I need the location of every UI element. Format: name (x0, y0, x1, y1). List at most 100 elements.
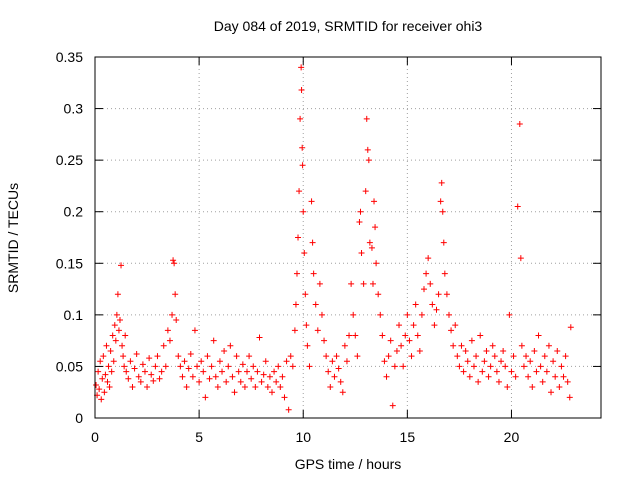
data-point (301, 249, 308, 256)
data-point (119, 342, 126, 349)
data-point (175, 353, 182, 360)
data-point (473, 353, 480, 360)
y-tick-label: 0.25 (56, 152, 83, 168)
data-point (506, 311, 513, 318)
data-point (309, 239, 316, 246)
data-point (187, 351, 194, 358)
data-point (431, 322, 438, 329)
data-point (239, 361, 246, 368)
x-axis-label: GPS time / hours (295, 456, 402, 472)
data-point (277, 384, 284, 391)
data-point (150, 377, 157, 384)
data-point (483, 347, 490, 354)
data-point (416, 347, 423, 354)
data-point (248, 375, 255, 382)
data-point (335, 365, 342, 372)
data-point (339, 389, 346, 396)
data-point (289, 363, 296, 370)
data-point (260, 371, 267, 378)
data-point (225, 363, 232, 370)
data-point (408, 353, 415, 360)
data-point (198, 358, 205, 365)
data-point (495, 378, 502, 385)
data-point (303, 322, 310, 329)
data-point (144, 384, 151, 391)
data-point (523, 353, 530, 360)
data-point (504, 384, 511, 391)
data-point (244, 368, 251, 375)
data-point (296, 188, 303, 195)
data-point (237, 378, 244, 385)
data-point (468, 337, 475, 344)
data-point (152, 363, 159, 370)
data-point (114, 291, 121, 298)
data-point (219, 368, 226, 375)
data-point (387, 337, 394, 344)
data-point (372, 224, 379, 231)
data-points (93, 64, 574, 413)
data-point (391, 363, 398, 370)
data-point (160, 342, 167, 349)
data-point (246, 353, 253, 360)
data-point (191, 327, 198, 334)
data-point (354, 353, 361, 360)
data-point (173, 317, 180, 324)
data-point (108, 368, 115, 375)
data-point (172, 291, 179, 298)
data-point (93, 381, 100, 388)
data-point (477, 332, 484, 339)
x-tick-label: 10 (295, 429, 311, 445)
grid-lines (95, 57, 601, 418)
data-point (129, 384, 136, 391)
data-point (427, 280, 434, 287)
data-point (564, 378, 571, 385)
data-point (262, 358, 269, 365)
data-point (440, 239, 447, 246)
data-point (156, 375, 163, 382)
data-point (429, 301, 436, 308)
data-point (333, 353, 340, 360)
y-tick-label: 0.2 (64, 204, 84, 220)
y-tick-label: 0.35 (56, 49, 83, 65)
data-point (266, 373, 273, 380)
data-point (113, 311, 120, 318)
data-point (410, 322, 417, 329)
data-point (287, 353, 294, 360)
data-point (146, 355, 153, 362)
data-point (458, 342, 465, 349)
data-point (365, 157, 372, 164)
data-point (357, 208, 364, 215)
y-axis-label: SRMTID / TECUs (5, 183, 21, 293)
data-point (443, 291, 450, 298)
data-point (554, 347, 561, 354)
data-point (268, 389, 275, 396)
data-point (414, 332, 421, 339)
data-point (279, 373, 286, 380)
data-point (363, 115, 370, 122)
data-point (139, 361, 146, 368)
data-point (516, 121, 523, 128)
data-point (566, 394, 573, 401)
y-tick-label: 0.1 (64, 307, 84, 323)
data-point (200, 368, 207, 375)
data-point (439, 208, 446, 215)
x-tick-label: 0 (91, 429, 99, 445)
data-point (383, 373, 390, 380)
data-point (371, 198, 378, 205)
data-point (221, 347, 228, 354)
data-point (346, 332, 353, 339)
data-point (121, 363, 128, 370)
data-point (250, 363, 257, 370)
data-point (531, 347, 538, 354)
data-point (137, 378, 144, 385)
data-point (252, 384, 259, 391)
data-point (300, 208, 307, 215)
data-point (131, 365, 138, 372)
y-tick-labels: 0 0.05 0.1 0.15 0.2 0.25 0.3 0.35 (56, 49, 83, 426)
data-point (543, 368, 550, 375)
y-tick-label: 0.3 (64, 101, 84, 117)
data-point (433, 306, 440, 313)
data-point (358, 249, 365, 256)
data-point (223, 378, 230, 385)
